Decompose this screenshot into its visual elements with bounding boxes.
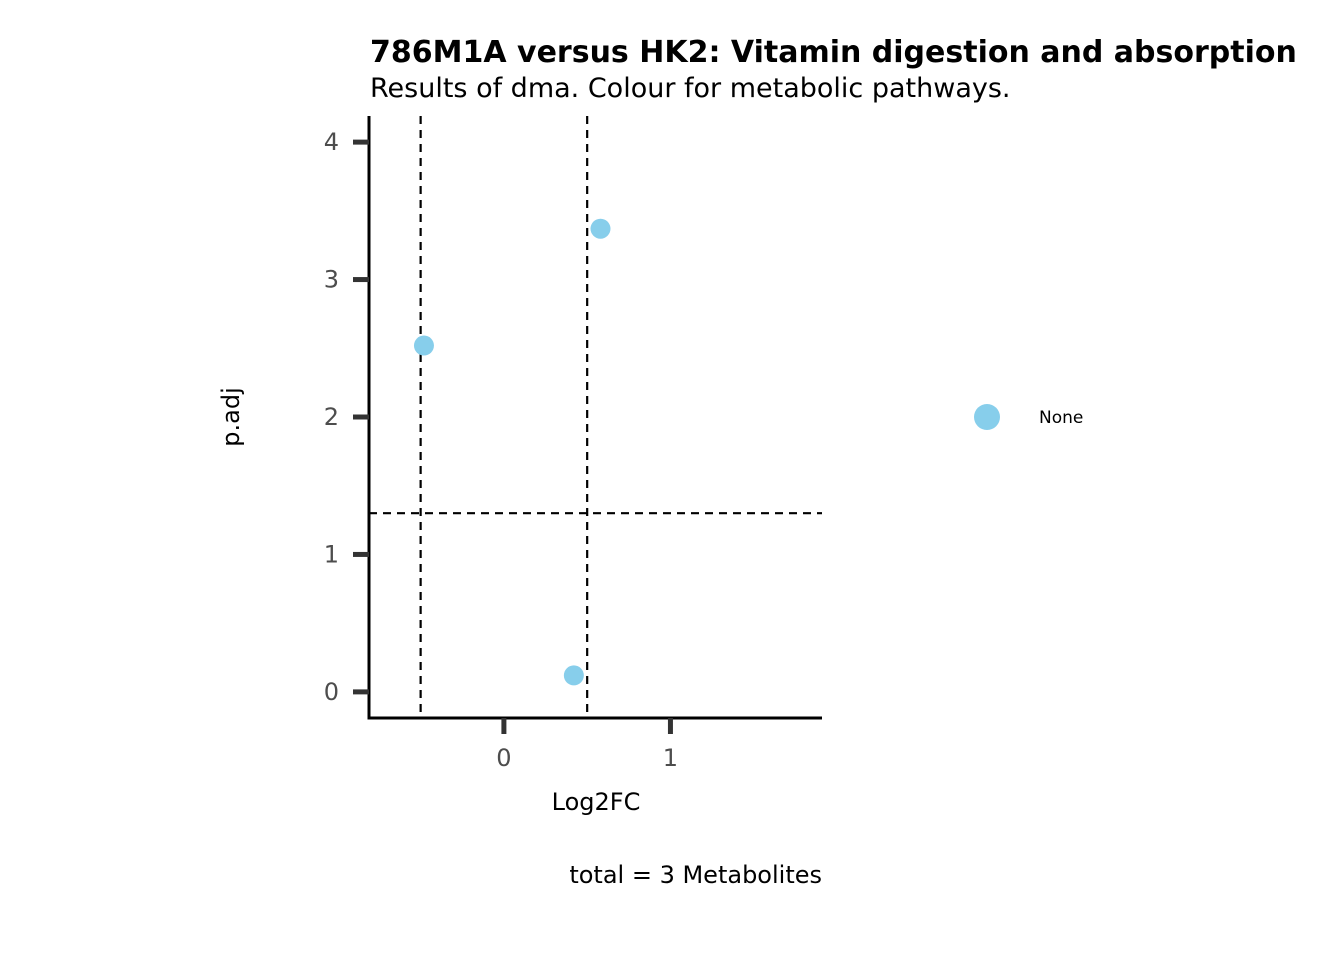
chart-subtitle: Results of dma. Colour for metabolic pat… [370, 73, 1011, 104]
y-tick-label: 3 [324, 266, 339, 294]
x-tick-label: 0 [496, 744, 511, 772]
x-axis-title: Log2FC [552, 788, 641, 816]
legend: None [974, 404, 1083, 430]
y-axis-title: p.adj [217, 387, 245, 446]
y-tick-label: 2 [324, 403, 339, 431]
data-point [563, 665, 584, 686]
y-tick-label: 1 [324, 540, 339, 568]
chart-title: 786M1A versus HK2: Vitamin digestion and… [370, 35, 1297, 70]
data-point [590, 218, 611, 239]
data-point [413, 335, 434, 356]
y-tick-label: 0 [324, 678, 339, 706]
plot-panel: 0 1 2 3 4 0 1 [324, 116, 822, 772]
caption: total = 3 Metabolites [569, 861, 822, 889]
x-tick-label: 1 [663, 744, 678, 772]
legend-label: None [1039, 408, 1083, 428]
legend-key [974, 404, 1000, 430]
y-tick-label: 4 [324, 128, 339, 156]
